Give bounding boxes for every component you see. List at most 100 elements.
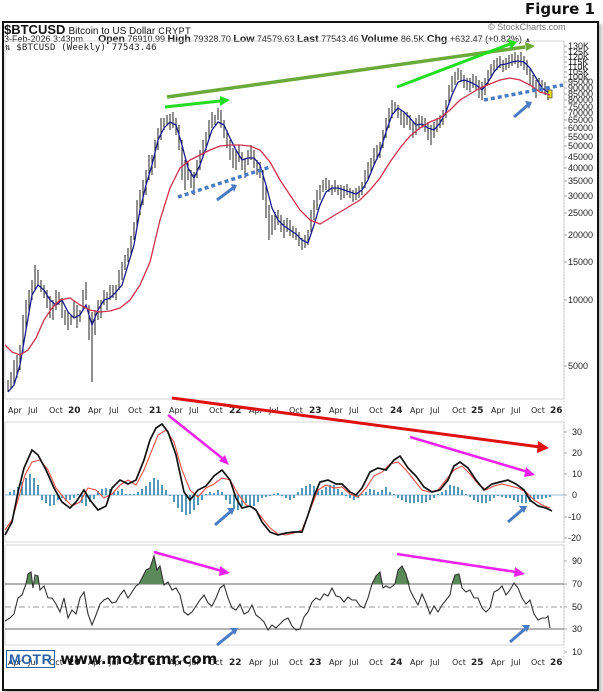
x-tick-label: 22 xyxy=(229,406,242,416)
chart-header-title: $BTCUSD Bitcoin to US Dollar CRYPT xyxy=(4,22,191,37)
x-tick-label: Apr xyxy=(169,406,184,415)
macd-tick-label: -10 xyxy=(568,512,581,522)
price-tick-label: 50000 xyxy=(568,141,593,151)
arrow-head-icon xyxy=(231,184,237,192)
magenta-arrow-macd-2021 xyxy=(167,414,223,459)
x-tick-label: Oct xyxy=(452,406,466,415)
macd-tick-label: 10 xyxy=(572,469,582,479)
x-tick-label: Oct xyxy=(49,406,63,415)
x-tick-label: Jul xyxy=(27,658,38,667)
magenta-arrow-macd-2025 xyxy=(409,435,529,474)
price-tick-label: 100K xyxy=(568,72,589,82)
last-value: 77543.46 xyxy=(321,34,359,44)
green-trendline xyxy=(166,45,526,99)
x-tick-label: Jul xyxy=(429,406,440,415)
x-tick-label: 21 xyxy=(149,658,162,668)
x-tick-label: Jul xyxy=(348,406,359,415)
support-line-2021 xyxy=(177,165,271,199)
x-tick-label: 21 xyxy=(149,406,162,416)
price-tick-label: 130K xyxy=(568,41,589,51)
price-tick-label: 55000 xyxy=(568,132,593,142)
x-tick-label: Apr xyxy=(329,406,344,415)
figure-label: Figure 1 xyxy=(524,0,595,18)
low-value: 74579.63 xyxy=(256,34,295,44)
x-tick-label: Oct xyxy=(209,658,223,667)
website-link[interactable]: www.motrcmr.com xyxy=(60,650,218,668)
x-tick-label: 25 xyxy=(471,406,484,416)
arrow-head-icon xyxy=(525,42,535,51)
price-tick-label: 90000 xyxy=(568,83,593,93)
rsi-line xyxy=(4,553,551,632)
blue-arrow-rsi-2022 xyxy=(216,630,234,647)
price-bars xyxy=(7,52,549,392)
x-tick-label: Oct xyxy=(289,658,303,667)
x-tick-label: Jul xyxy=(268,658,279,667)
price-panel xyxy=(4,40,565,400)
price-tick-label: 20000 xyxy=(568,230,593,240)
price-axis: 130K125K120K115K110K105K100K950009000085… xyxy=(564,41,593,371)
x-tick-label: 26 xyxy=(550,658,563,668)
rsi-tick-label: 30 xyxy=(572,624,582,634)
x-tick-label: Apr xyxy=(249,658,264,667)
price-tick-label: 125K xyxy=(568,47,589,57)
x-tick-label: Jul xyxy=(27,406,38,415)
price-tick-label: 75000 xyxy=(568,102,593,112)
x-tick-label: Oct xyxy=(369,406,383,415)
price-tick-label: 30000 xyxy=(568,191,593,201)
x-tick-label: Jul xyxy=(510,658,521,667)
rsi-overbought-fill xyxy=(26,556,462,584)
macd-tick-label: 0 xyxy=(572,490,577,500)
arrow-head-icon xyxy=(522,625,530,632)
price-tick-label: 60000 xyxy=(568,123,593,133)
x-tick-label: Apr xyxy=(491,658,506,667)
long-ma-line xyxy=(4,77,551,356)
magenta-arrow-rsi-2021 xyxy=(153,550,223,573)
x-tick-label: Apr xyxy=(410,658,425,667)
price-legend: ⇅ $BTCUSD (Weekly) 77543.46 xyxy=(5,43,157,53)
blue-arrow-2025 xyxy=(513,103,529,119)
x-tick-label: Oct xyxy=(452,658,466,667)
x-tick-label: Oct xyxy=(128,406,142,415)
price-tick-label: 70000 xyxy=(568,108,593,118)
volume-label: Volume xyxy=(361,33,399,45)
x-axis-bottom: Apr Jul Oct 20 Apr Jul Oct 21 Apr Jul Oct 22 Apr Jul O… xyxy=(8,658,563,668)
x-tick-label: Oct xyxy=(49,658,63,667)
x-tick-label: 24 xyxy=(390,658,403,668)
macd-line xyxy=(4,422,553,536)
arrow-head-icon xyxy=(514,567,525,577)
price-tick-label: 65000 xyxy=(568,115,593,125)
macd-tick-label: 30 xyxy=(572,427,582,437)
rsi-tick-label: 10 xyxy=(572,647,582,657)
x-tick-label: Oct xyxy=(531,658,545,667)
x-tick-label: Apr xyxy=(8,658,23,667)
x-tick-label: Oct xyxy=(531,406,545,415)
arrow-head-icon xyxy=(219,455,229,465)
rsi-panel xyxy=(4,544,565,646)
blue-arrow-2022 xyxy=(216,186,234,202)
signal-line xyxy=(4,429,551,536)
x-tick-label: 25 xyxy=(471,658,484,668)
arrow-head-icon xyxy=(508,39,517,49)
blue-arrow-rsi-2025 xyxy=(509,627,526,644)
short-ma-line xyxy=(7,60,549,393)
arrow-head-icon xyxy=(230,628,238,635)
x-tick-label: 20 xyxy=(68,406,81,416)
price-tick-label: 25000 xyxy=(568,208,593,218)
price-tick-label: 80000 xyxy=(568,95,593,105)
price-tick-label: 15000 xyxy=(568,257,593,267)
x-tick-label: Apr xyxy=(491,406,506,415)
x-tick-label: Jul xyxy=(188,658,199,667)
x-tick-label: Jul xyxy=(510,406,521,415)
chg-value: +632.47 (+0.82%) xyxy=(449,34,522,44)
symbol: $BTCUSD xyxy=(4,22,66,37)
price-tick-label: 35000 xyxy=(568,176,593,186)
x-tick-label: Apr xyxy=(88,658,103,667)
motr-logo: MOTR www.motrcmr.com xyxy=(6,650,217,668)
price-tick-label: 40000 xyxy=(568,163,593,173)
magenta-arrow-rsi-2025 xyxy=(396,552,517,574)
arrow-head-icon xyxy=(524,467,535,477)
x-tick-label: Jul xyxy=(108,658,119,667)
quote-date: 3-Feb-2026 3:43pm xyxy=(4,34,84,44)
x-tick-label: Jul xyxy=(348,658,359,667)
